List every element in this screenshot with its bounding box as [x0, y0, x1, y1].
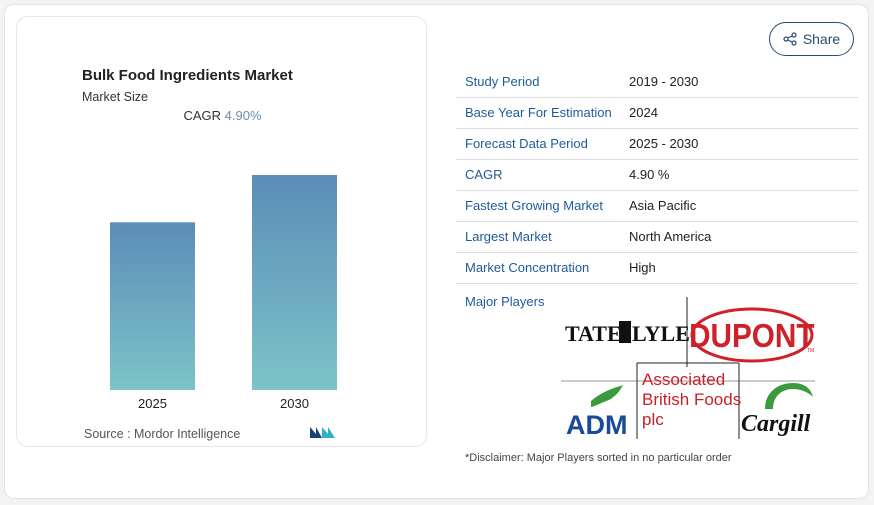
stat-row: Largest Market North America	[456, 221, 858, 253]
abf-logo: Associated British Foods plc	[642, 370, 741, 429]
stat-value: 2025 - 2030	[629, 128, 858, 160]
cagr-value: 4.90%	[224, 108, 262, 123]
tate-lyle-text-a: TATE	[565, 321, 622, 346]
stat-value: 2024	[629, 97, 858, 129]
bar-2025	[110, 222, 195, 390]
stat-row: Study Period 2019 - 2030	[456, 67, 858, 98]
x-tick-label: 2025	[138, 396, 167, 411]
stat-key: Study Period	[456, 67, 629, 98]
stat-key: Market Concentration	[456, 252, 629, 284]
share-icon	[783, 32, 797, 46]
share-label: Share	[802, 31, 841, 47]
dupont-tm: TM	[807, 348, 814, 354]
stat-value: High	[629, 252, 858, 284]
stat-key: Fastest Growing Market	[456, 190, 629, 222]
major-players-logos: TATE LYLE DUPONT TM ADM Associated Briti…	[561, 297, 815, 439]
stat-row: Forecast Data Period 2025 - 2030	[456, 128, 858, 160]
stat-key: Largest Market	[456, 221, 629, 253]
bar-2030	[252, 175, 337, 390]
stat-key: CAGR	[456, 159, 629, 191]
abf-line1: Associated	[642, 370, 725, 389]
major-players-label: Major Players	[465, 294, 545, 309]
stat-value: 4.90 %	[629, 159, 858, 191]
x-tick-label: 2030	[280, 396, 309, 411]
tate-lyle-logo: TATE LYLE	[565, 321, 690, 346]
source-text: Source : Mordor Intelligence	[84, 427, 241, 441]
dupont-text: DUPONT	[689, 318, 814, 355]
stat-value: Asia Pacific	[629, 190, 858, 222]
cargill-text: Cargill	[741, 411, 811, 437]
stat-key: Base Year For Estimation	[456, 97, 629, 129]
cagr-readout: CAGR 4.90%	[150, 108, 295, 123]
stat-value: 2019 - 2030	[629, 67, 858, 98]
stat-row: Market Concentration High	[456, 252, 858, 284]
cargill-logo: Cargill	[741, 383, 813, 437]
stat-key: Forecast Data Period	[456, 128, 629, 160]
chart-title: Bulk Food Ingredients Market	[82, 67, 293, 84]
dupont-logo: DUPONT TM	[689, 307, 814, 363]
stat-row: Base Year For Estimation 2024	[456, 97, 858, 129]
stat-row: CAGR 4.90 %	[456, 159, 858, 191]
market-stats-table: Study Period 2019 - 2030 Base Year For Es…	[456, 67, 858, 284]
stat-value: North America	[629, 221, 858, 253]
mordor-logo-text: MN	[309, 424, 311, 425]
cagr-label: CAGR	[183, 108, 222, 123]
adm-text: ADM	[566, 410, 628, 439]
share-button[interactable]: Share	[769, 22, 854, 56]
adm-logo: ADM	[566, 385, 628, 439]
tate-lyle-text-b: LYLE	[632, 321, 690, 346]
mordor-logo-icon: MN	[309, 424, 335, 438]
chart-card	[16, 16, 427, 447]
abf-line2: British Foods	[642, 390, 741, 409]
disclaimer-text: *Disclaimer: Major Players sorted in no …	[465, 452, 732, 464]
stat-row: Fastest Growing Market Asia Pacific	[456, 190, 858, 222]
abf-line3: plc	[642, 410, 664, 429]
chart-subtitle: Market Size	[82, 90, 148, 104]
